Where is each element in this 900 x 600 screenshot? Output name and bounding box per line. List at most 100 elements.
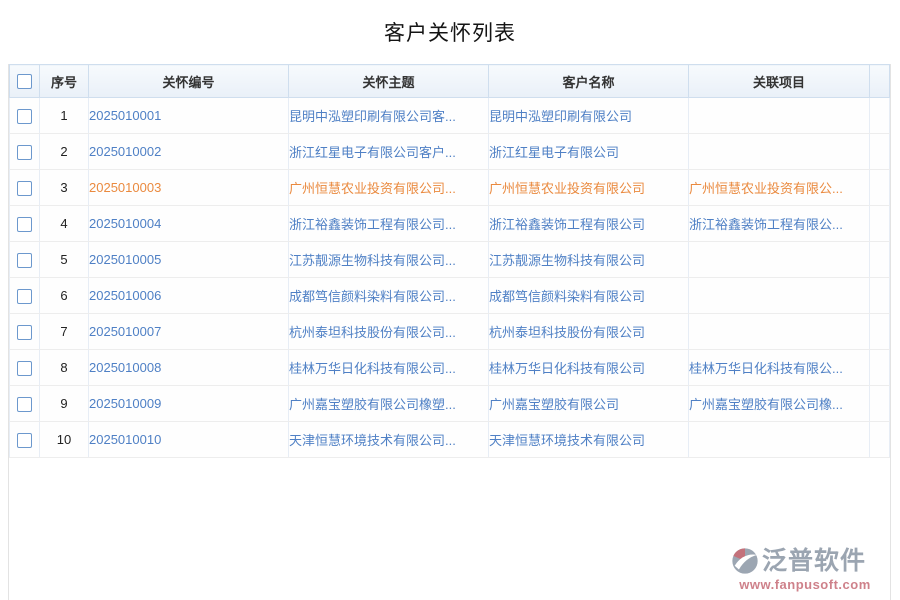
row-checkbox[interactable] [17,324,32,340]
customer-name-link[interactable]: 浙江红星电子有限公司 [489,145,620,160]
table-row: 9 2025010009 广州嘉宝塑胶有限公司橡塑... 广州嘉宝塑胶有限公司 … [9,385,890,422]
table-header-row: 序号 关怀编号 关怀主题 客户名称 关联项目 [9,64,890,98]
row-seq: 4 [39,205,89,242]
care-subject-cell: 江苏靓源生物科技有限公司... [288,241,489,278]
row-checkbox-cell [9,313,40,350]
content-panel: 序号 关怀编号 关怀主题 客户名称 关联项目 1 2025010001 昆明中泓… [8,64,891,600]
related-project-link[interactable]: 浙江裕鑫装饰工程有限公... [689,217,843,232]
care-subject-cell: 天津恒慧环境技术有限公司... [288,421,489,458]
care-number-link[interactable]: 2025010007 [89,324,162,339]
care-subject-link[interactable]: 昆明中泓塑印刷有限公司客... [289,109,456,124]
related-project-link[interactable]: 桂林万华日化科技有限公... [689,361,843,376]
row-seq: 1 [39,97,89,134]
row-checkbox-cell [9,133,40,170]
table-row: 7 2025010007 杭州泰坦科技股份有限公司... 杭州泰坦科技股份有限公… [9,313,890,350]
care-subject-link[interactable]: 桂林万华日化科技有限公司... [289,361,456,376]
row-checkbox-cell [9,97,40,134]
row-checkbox-cell [9,277,40,314]
care-subject-link[interactable]: 江苏靓源生物科技有限公司... [289,253,456,268]
row-tail-spacer [869,205,890,242]
row-seq: 2 [39,133,89,170]
row-tail-spacer [869,133,890,170]
care-subject-link[interactable]: 广州嘉宝塑胶有限公司橡塑... [289,397,456,412]
customer-name-link[interactable]: 成都笃信颜料染料有限公司 [489,289,646,304]
care-number-link[interactable]: 2025010001 [89,108,162,123]
fanpu-watermark: 泛普软件 www.fanpusoft.com [730,546,880,592]
customer-name-cell: 成都笃信颜料染料有限公司 [488,277,689,314]
header-customer-name: 客户名称 [488,64,689,98]
table-row: 2 2025010002 浙江红星电子有限公司客户... 浙江红星电子有限公司 [9,133,890,170]
care-number-link[interactable]: 2025010004 [89,216,162,231]
customer-name-link[interactable]: 广州嘉宝塑胶有限公司 [489,397,620,412]
care-subject-link[interactable]: 广州恒慧农业投资有限公司... [289,181,456,196]
table-row: 6 2025010006 成都笃信颜料染料有限公司... 成都笃信颜料染料有限公… [9,277,890,314]
row-tail-spacer [869,385,890,422]
row-checkbox[interactable] [17,288,32,304]
row-seq: 9 [39,385,89,422]
row-checkbox[interactable] [17,396,32,412]
table-row: 1 2025010001 昆明中泓塑印刷有限公司客... 昆明中泓塑印刷有限公司 [9,97,890,134]
care-subject-link[interactable]: 杭州泰坦科技股份有限公司... [289,325,456,340]
table-body: 1 2025010001 昆明中泓塑印刷有限公司客... 昆明中泓塑印刷有限公司… [9,97,890,458]
care-subject-link[interactable]: 浙江红星电子有限公司客户... [289,145,456,160]
care-number-link[interactable]: 2025010009 [89,396,162,411]
related-project-cell [688,421,870,458]
table-row: 5 2025010005 江苏靓源生物科技有限公司... 江苏靓源生物科技有限公… [9,241,890,278]
customer-name-link[interactable]: 江苏靓源生物科技有限公司 [489,253,646,268]
header-care-number: 关怀编号 [88,64,289,98]
row-checkbox-cell [9,349,40,386]
row-tail-spacer [869,313,890,350]
care-number-link[interactable]: 2025010003 [89,180,162,195]
customer-name-link[interactable]: 天津恒慧环境技术有限公司 [489,433,646,448]
care-number-cell: 2025010010 [88,421,289,458]
customer-name-link[interactable]: 桂林万华日化科技有限公司 [489,361,646,376]
customer-name-cell: 广州嘉宝塑胶有限公司 [488,385,689,422]
related-project-cell [688,97,870,134]
header-tail-spacer [869,64,890,98]
related-project-link[interactable]: 广州恒慧农业投资有限公... [689,181,843,196]
care-subject-link[interactable]: 成都笃信颜料染料有限公司... [289,289,456,304]
row-checkbox[interactable] [17,144,32,160]
row-checkbox[interactable] [17,252,32,268]
row-checkbox[interactable] [17,216,32,232]
row-checkbox-cell [9,169,40,206]
row-tail-spacer [869,277,890,314]
customer-care-table: 序号 关怀编号 关怀主题 客户名称 关联项目 1 2025010001 昆明中泓… [9,64,890,458]
care-number-link[interactable]: 2025010002 [89,144,162,159]
care-subject-link[interactable]: 天津恒慧环境技术有限公司... [289,433,456,448]
care-number-cell: 2025010005 [88,241,289,278]
customer-name-cell: 江苏靓源生物科技有限公司 [488,241,689,278]
customer-name-link[interactable]: 昆明中泓塑印刷有限公司 [489,109,633,124]
row-checkbox[interactable] [17,432,32,448]
row-checkbox[interactable] [17,360,32,376]
care-number-link[interactable]: 2025010008 [89,360,162,375]
care-number-link[interactable]: 2025010005 [89,252,162,267]
row-checkbox[interactable] [17,108,32,124]
care-subject-link[interactable]: 浙江裕鑫装饰工程有限公司... [289,217,456,232]
customer-name-link[interactable]: 杭州泰坦科技股份有限公司 [489,325,646,340]
care-subject-cell: 成都笃信颜料染料有限公司... [288,277,489,314]
customer-name-cell: 浙江裕鑫装饰工程有限公司 [488,205,689,242]
customer-name-link[interactable]: 浙江裕鑫装饰工程有限公司 [489,217,646,232]
watermark-url: www.fanpusoft.com [739,577,871,592]
row-seq: 10 [39,421,89,458]
care-number-link[interactable]: 2025010006 [89,288,162,303]
table-row: 4 2025010004 浙江裕鑫装饰工程有限公司... 浙江裕鑫装饰工程有限公… [9,205,890,242]
related-project-cell [688,133,870,170]
care-subject-cell: 广州嘉宝塑胶有限公司橡塑... [288,385,489,422]
customer-name-cell: 桂林万华日化科技有限公司 [488,349,689,386]
header-select-all [9,64,40,98]
row-tail-spacer [869,349,890,386]
row-seq: 5 [39,241,89,278]
header-related-project: 关联项目 [688,64,870,98]
page-title: 客户关怀列表 [384,22,516,45]
row-tail-spacer [869,421,890,458]
table-row: 3 2025010003 广州恒慧农业投资有限公司... 广州恒慧农业投资有限公… [9,169,890,206]
select-all-checkbox[interactable] [17,74,32,90]
care-number-link[interactable]: 2025010010 [89,432,162,447]
customer-name-link[interactable]: 广州恒慧农业投资有限公司 [489,181,646,196]
related-project-link[interactable]: 广州嘉宝塑胶有限公司橡... [689,397,843,412]
row-checkbox[interactable] [17,180,32,196]
care-number-cell: 2025010008 [88,349,289,386]
row-checkbox-cell [9,421,40,458]
